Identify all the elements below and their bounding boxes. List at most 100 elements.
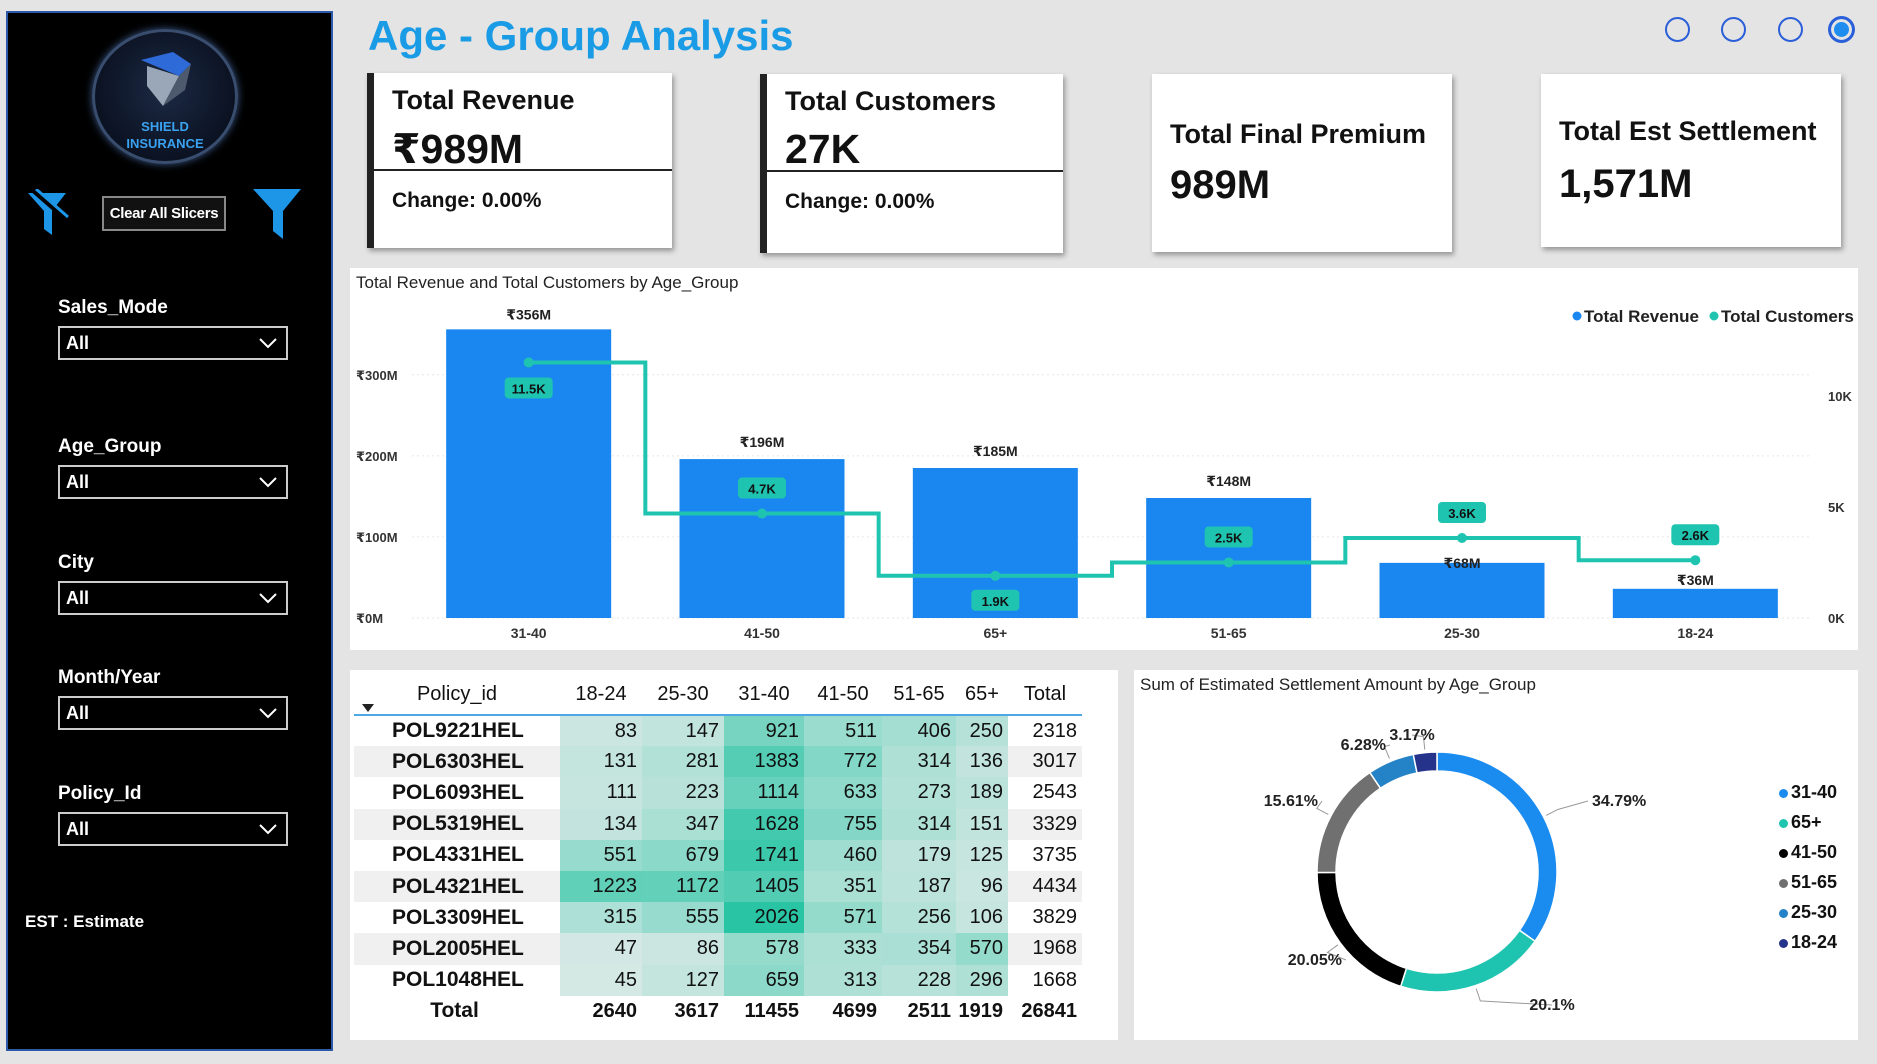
legend-item-41-50[interactable]: 41-50 <box>1779 842 1837 863</box>
matrix-panel: Policy_id 18-24 25-30 31-40 41-50 51-65 65+ Tot… <box>350 670 1118 1040</box>
table-row[interactable]: POL1048HEL 45 127 659 313 228 296 1668 <box>354 964 1082 996</box>
value-cell: 571 <box>804 902 882 934</box>
table-row[interactable]: POL2005HEL 47 86 578 333 354 570 1968 <box>354 933 1082 965</box>
data-label-customers-bg <box>971 589 1020 611</box>
donut-slice-18-24[interactable] <box>1412 751 1438 774</box>
column-header-25-30[interactable]: 25-30 <box>642 674 724 716</box>
policy-id-dropdown[interactable]: All <box>58 812 288 846</box>
data-label-customers: 1.9K <box>982 594 1010 609</box>
y-left-tick-label: ₹0M <box>356 611 383 626</box>
column-header-65-[interactable]: 65+ <box>956 674 1008 716</box>
chevron-down-icon <box>259 477 277 488</box>
legend-item-65+[interactable]: 65+ <box>1779 812 1822 833</box>
donut-slice-31-40[interactable] <box>1436 751 1558 943</box>
clear-all-slicers-button[interactable]: Clear All Slicers <box>102 196 226 231</box>
table-row[interactable]: POL5319HEL 134 347 1628 755 314 151 3329 <box>354 808 1082 840</box>
table-row[interactable]: POL4321HEL 1223 1172 1405 351 187 96 4434 <box>354 870 1082 903</box>
column-header-51-65[interactable]: 51-65 <box>882 674 956 716</box>
row-total-cell: 3017 <box>1008 746 1082 778</box>
column-header-18-24[interactable]: 18-24 <box>560 674 642 716</box>
sort-arrow-icon[interactable] <box>362 704 374 712</box>
bar-revenue-31-40[interactable] <box>446 329 612 618</box>
value-cell: 151 <box>956 808 1008 840</box>
donut-slice-25-30[interactable] <box>1368 753 1418 790</box>
value-cell: 1383 <box>724 746 804 778</box>
legend-label: 18-24 <box>1791 932 1838 952</box>
table-row[interactable]: POL6093HEL 111 223 1114 633 273 189 2543 <box>354 777 1082 809</box>
legend-label: 41-50 <box>1791 842 1838 862</box>
point-customers-25-30[interactable] <box>1457 533 1467 543</box>
column-total-cell: 11455 <box>724 995 804 1027</box>
value-cell: 45 <box>560 964 642 996</box>
value-cell: 1628 <box>724 808 804 840</box>
x-tick-label: 18-24 <box>1677 625 1713 641</box>
combo-chart: Total Revenue Total Customers ₹0M ₹100M ₹200… <box>356 306 1854 641</box>
row-total-cell: 4434 <box>1008 870 1082 903</box>
donut-slice-51-65[interactable] <box>1316 771 1382 874</box>
page-nav-dot-4[interactable] <box>1829 17 1854 42</box>
y-right-tick-label: 5K <box>1828 500 1845 515</box>
month-year-dropdown[interactable]: All <box>58 696 288 730</box>
legend-item-18-24[interactable]: 18-24 <box>1779 932 1837 953</box>
value-cell: 296 <box>956 964 1008 996</box>
x-tick-label: 25-30 <box>1444 625 1480 641</box>
column-header-31-40[interactable]: 31-40 <box>724 674 804 716</box>
slicer-label: Age_Group <box>58 436 162 457</box>
column-header-total[interactable]: Total <box>1008 674 1082 716</box>
legend-item-25-30[interactable]: 25-30 <box>1779 902 1837 923</box>
value-cell: 315 <box>560 902 642 934</box>
value-cell: 313 <box>804 964 882 996</box>
legend-item-51-65[interactable]: 51-65 <box>1779 872 1837 893</box>
bar-revenue-25-30[interactable] <box>1379 562 1545 618</box>
value-cell: 1114 <box>724 777 804 809</box>
combo-chart-panel: Total Revenue and Total Customers by Age… <box>350 268 1858 650</box>
slicer-label: Policy_Id <box>58 783 142 804</box>
dropdown-value: All <box>66 472 90 492</box>
page-nav-dot-1[interactable] <box>1665 17 1690 42</box>
column-total-cell: 26841 <box>1008 995 1082 1027</box>
leader-line <box>1326 944 1347 961</box>
column-total-cell: 2511 <box>882 995 956 1027</box>
age-group-dropdown[interactable]: All <box>58 465 288 499</box>
point-customers-51-65[interactable] <box>1223 557 1234 568</box>
value-cell: 460 <box>804 839 882 871</box>
point-customers-65+[interactable] <box>990 570 1001 581</box>
column-header-policy-id[interactable]: Policy_id <box>354 674 560 716</box>
kpi-value: ₹989M <box>392 126 524 172</box>
value-cell: 134 <box>560 808 642 840</box>
page-nav-dot-3[interactable] <box>1778 17 1803 42</box>
point-customers-41-50[interactable] <box>757 508 767 519</box>
table-row[interactable]: POL4331HEL 551 679 1741 460 179 125 3735 <box>354 839 1082 871</box>
clear-filter-icon[interactable] <box>26 189 70 241</box>
table-row[interactable]: POL9221HEL 83 147 921 511 406 250 2318 <box>354 715 1082 747</box>
filter-icon[interactable] <box>251 185 303 241</box>
sidebar: SHIELD INSURANCE Clear All Slicers Sales… <box>6 11 333 1051</box>
point-customers-18-24[interactable] <box>1690 555 1701 566</box>
slicer-sales-mode: Sales_Mode All <box>58 297 288 360</box>
table-row[interactable]: POL6303HEL 131 281 1383 772 314 136 3017 <box>354 746 1082 778</box>
dropdown-value: All <box>66 333 90 353</box>
chevron-down-icon <box>259 593 277 604</box>
donut-slice-41-50[interactable] <box>1316 871 1408 988</box>
kpi-divider <box>374 169 672 171</box>
policy-id-cell: POL6303HEL <box>354 746 560 778</box>
kpi-title: Total Est Settlement <box>1559 116 1817 146</box>
legend-item-31-40[interactable]: 31-40 <box>1779 782 1837 803</box>
page-nav-dot-2[interactable] <box>1721 17 1746 42</box>
column-header-41-50[interactable]: 41-50 <box>804 674 882 716</box>
value-cell: 314 <box>882 746 956 778</box>
table-row[interactable]: POL3309HEL 315 555 2026 571 256 106 3829 <box>354 902 1082 934</box>
point-customers-31-40[interactable] <box>523 357 534 368</box>
city-dropdown[interactable]: All <box>58 581 288 615</box>
x-tick-label: 31-40 <box>511 625 547 641</box>
sales-mode-dropdown[interactable]: All <box>58 326 288 360</box>
value-cell: 86 <box>642 933 724 965</box>
data-label-revenue: ₹185M <box>973 443 1018 459</box>
value-cell: 772 <box>804 746 882 778</box>
data-label-revenue: ₹68M <box>1444 555 1481 571</box>
bar-revenue-18-24[interactable] <box>1612 588 1778 618</box>
legend-dot-customers <box>1709 311 1719 321</box>
donut-slice-65+[interactable] <box>1399 929 1537 993</box>
column-total-cell: 3617 <box>642 995 724 1027</box>
value-cell: 127 <box>642 964 724 996</box>
